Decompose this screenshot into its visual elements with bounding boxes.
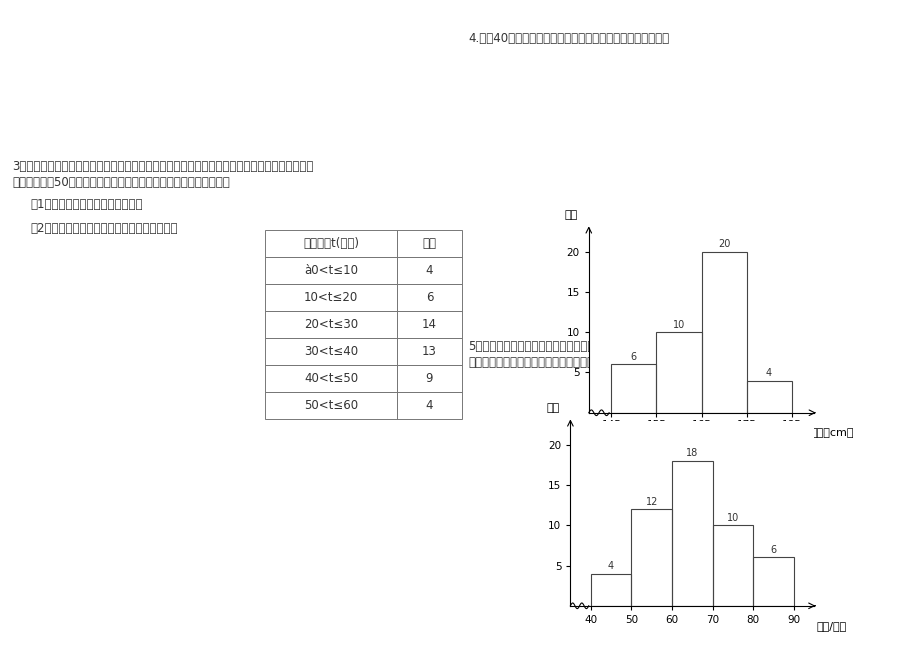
Text: 40<t≤50: 40<t≤50 — [303, 372, 357, 385]
Bar — [712, 525, 753, 606]
Bar — [753, 558, 793, 606]
Bar — [397, 365, 461, 392]
Bar — [397, 230, 461, 257]
Text: 20: 20 — [717, 239, 730, 249]
Text: 14: 14 — [422, 318, 437, 331]
Bar — [265, 284, 397, 311]
Bar — [590, 573, 630, 606]
Bar — [630, 509, 671, 606]
Bar — [611, 365, 656, 413]
Text: 6: 6 — [425, 291, 433, 304]
Bar — [397, 257, 461, 284]
Text: 10: 10 — [726, 513, 738, 523]
Bar — [397, 338, 461, 365]
Bar — [265, 311, 397, 338]
Text: 人数: 人数 — [422, 237, 436, 250]
X-axis label: 噪音/分贝: 噪音/分贝 — [815, 621, 845, 630]
Text: （2）求该班学生平均每天做数学作业所用时间: （2）求该班学生平均每天做数学作业所用时间 — [30, 222, 177, 235]
Text: 4.某班40名学生身高情况如下图，请计算该班学生平均身高。: 4.某班40名学生身高情况如下图，请计算该班学生平均身高。 — [468, 32, 668, 45]
Text: 6: 6 — [630, 352, 636, 362]
Text: 6: 6 — [770, 545, 776, 555]
Text: 4: 4 — [766, 368, 771, 378]
Bar — [265, 257, 397, 284]
Bar — [701, 252, 746, 413]
Text: 该校初二某班50名学生某一天做数学课外作业所用时间的情况统计表: 该校初二某班50名学生某一天做数学课外作业所用时间的情况统计表 — [12, 176, 230, 189]
X-axis label: 身高（cm）: 身高（cm） — [810, 428, 853, 437]
Bar — [397, 392, 461, 419]
Text: 5．为调查居民生活环境质量，环保局对所辖的50个居民区进行了噪音（单位：分贝）水平的调: 5．为调查居民生活环境质量，环保局对所辖的50个居民区进行了噪音（单位：分贝）水… — [468, 340, 769, 353]
Text: 20<t≤30: 20<t≤30 — [303, 318, 357, 331]
Y-axis label: 人数: 人数 — [563, 210, 577, 220]
Text: 18: 18 — [686, 448, 698, 458]
Text: 12: 12 — [645, 497, 657, 507]
Y-axis label: 频数: 频数 — [546, 403, 560, 413]
Text: （1）第二组数据的组中值是多少？: （1）第二组数据的组中值是多少？ — [30, 198, 142, 211]
Bar — [265, 392, 397, 419]
Bar — [671, 461, 712, 606]
Bar — [397, 284, 461, 311]
Text: 9: 9 — [425, 372, 433, 385]
Text: 10<t≤20: 10<t≤20 — [303, 291, 357, 304]
Text: 4: 4 — [425, 399, 433, 412]
Text: 10: 10 — [672, 320, 685, 330]
Bar — [265, 230, 397, 257]
Text: 30<t≤40: 30<t≤40 — [303, 345, 357, 358]
Text: 4: 4 — [425, 264, 433, 277]
Text: 13: 13 — [422, 345, 437, 358]
Text: 查，结果如下图，求每个小区噪音的平均分贝数。: 查，结果如下图，求每个小区噪音的平均分贝数。 — [468, 356, 621, 369]
Text: 4: 4 — [607, 561, 613, 571]
Bar — [397, 311, 461, 338]
Bar — [656, 332, 701, 413]
Bar — [265, 338, 397, 365]
Bar — [265, 365, 397, 392]
Text: 所用时间t(分钟): 所用时间t(分钟) — [302, 237, 358, 250]
Text: 3．某校为了了解学生作课外作业所用时间的情况，对学生作课外作业所用时间进行调查，下表是: 3．某校为了了解学生作课外作业所用时间的情况，对学生作课外作业所用时间进行调查，… — [12, 160, 313, 173]
Text: 50<t≤60: 50<t≤60 — [303, 399, 357, 412]
Bar — [746, 380, 791, 413]
Text: à0<t≤10: à0<t≤10 — [303, 264, 357, 277]
